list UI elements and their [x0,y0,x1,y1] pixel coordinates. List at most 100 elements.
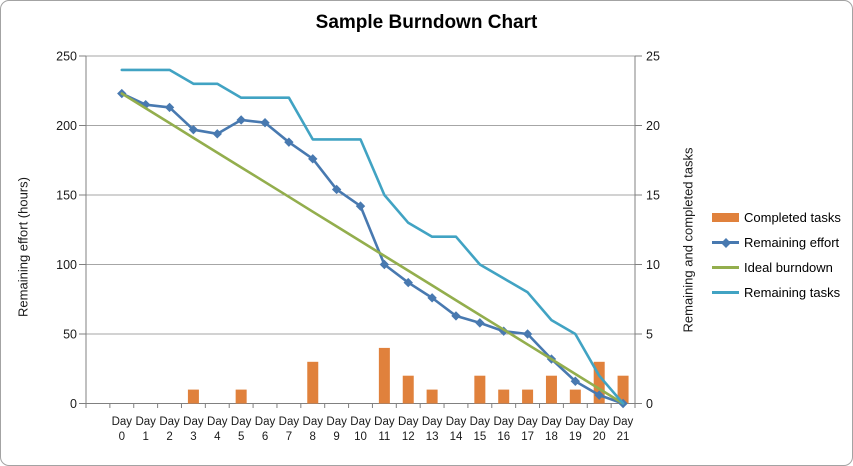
diamond-marker [379,259,390,270]
bar[interactable] [187,389,199,404]
legend-label: Remaining effort [744,235,840,250]
bar[interactable] [522,389,534,404]
diamond-marker [212,129,222,139]
x-axis-label-number: 3 [190,431,196,443]
left-axis-title: Remaining effort (hours) [15,177,31,317]
right-axis-tick-label: 5 [646,328,653,342]
left-axis-tick-label: 250 [56,50,77,64]
x-axis-label-prefix: Day [422,416,443,428]
bar[interactable] [498,389,510,404]
x-axis-label-number: 5 [238,431,244,443]
x-axis-label-prefix: Day [470,416,491,428]
x-axis-label-number: 0 [119,431,125,443]
x-axis-label-number: 6 [262,431,268,443]
x-axis-label-number: 17 [521,431,534,443]
diamond-marker [570,376,581,386]
series-line [120,68,625,405]
bar[interactable] [378,347,390,404]
diamond-marker [427,293,437,303]
diamond-marker [164,102,175,113]
x-axis-label-number: 19 [569,431,582,443]
x-axis-label-number: 16 [497,431,510,443]
legend-item-remaining-tasks[interactable]: Remaining tasks [712,280,841,305]
x-axis-label-prefix: Day [541,416,562,428]
x-axis-label-prefix: Day [446,416,467,428]
series-line [120,92,625,405]
x-axis-label-prefix: Day [231,416,252,428]
x-axis-label-number: 4 [214,431,221,443]
chart-legend: Completed tasks Remaining effort Ideal b… [712,205,841,305]
legend-label: Completed tasks [744,210,841,225]
right-axis-title: Remaining and completed tasks [680,147,696,333]
chart-title: Sample Burndown Chart [315,12,538,33]
x-axis-label-number: 12 [402,431,415,443]
line-swatch-icon [712,286,739,299]
x-axis-label-number: 18 [545,431,558,443]
diamond-marker [355,201,366,211]
left-axis-tick-label: 100 [56,258,77,272]
x-axis-label-number: 11 [378,431,390,443]
x-axis-label-prefix: Day [112,416,133,428]
bar[interactable] [545,375,557,404]
right-axis-tick-label: 10 [646,258,660,272]
x-axis-label-number: 10 [354,431,367,443]
x-axis-label-prefix: Day [303,416,324,428]
bar[interactable] [617,375,629,404]
legend-label: Ideal burndown [744,260,833,275]
x-axis-label-prefix: Day [517,416,538,428]
x-axis-label-number: 7 [286,431,292,443]
diamond-marker [475,318,485,328]
x-axis-label-prefix: Day [279,416,300,428]
bar[interactable] [402,375,414,404]
x-axis-label-prefix: Day [135,416,156,428]
x-axis-label-prefix: Day [589,416,610,428]
diamond-marker [331,184,342,195]
right-axis-tick-label: 15 [646,189,660,203]
diamond-marker [403,277,413,288]
x-axis-label-prefix: Day [207,416,228,428]
x-axis-label-prefix: Day [398,416,419,428]
diamond-marker [236,115,246,125]
x-axis-label-prefix: Day [326,416,347,428]
bar[interactable] [593,361,605,404]
diamond-marker [308,154,318,164]
series-remaining-effort[interactable] [117,88,628,409]
series-line [120,92,625,405]
right-axis-tick-label: 25 [646,50,660,64]
series-completed-tasks[interactable] [187,347,629,404]
right-axis-tick-label: 0 [646,397,653,411]
diamond-marker [594,390,604,400]
line-diamond-swatch-icon [712,236,739,249]
diamond-marker [188,124,199,135]
bar[interactable] [307,361,319,404]
x-axis-label-prefix: Day [183,416,204,428]
x-axis-label-prefix: Day [374,416,395,428]
legend-item-ideal-burndown[interactable]: Ideal burndown [712,255,841,280]
x-axis-label-number: 8 [310,431,316,443]
series-ideal-burndown[interactable] [120,92,625,405]
bar[interactable] [426,389,438,404]
bar[interactable] [569,389,581,404]
x-axis-label-number: 13 [426,431,439,443]
legend-item-remaining-effort[interactable]: Remaining effort [712,230,841,255]
bar[interactable] [235,389,247,404]
x-axis-label-prefix: Day [350,416,371,428]
x-axis-label-number: 9 [333,431,339,443]
right-axis-tick-label: 20 [646,119,660,133]
series-remaining-tasks[interactable] [120,68,625,405]
legend-label: Remaining tasks [744,285,841,300]
x-axis-label-number: 1 [142,431,148,443]
left-axis-tick-label: 50 [63,328,77,342]
left-axis-tick-label: 150 [56,189,77,203]
bar[interactable] [474,375,486,404]
diamond-marker [284,137,294,147]
bar-swatch-icon [712,211,739,224]
x-axis-label-prefix: Day [159,416,180,428]
x-axis-label-prefix: Day [493,416,514,428]
line-swatch-icon [712,261,739,274]
left-axis-tick-label: 0 [70,397,77,411]
legend-item-completed-tasks[interactable]: Completed tasks [712,205,841,230]
left-axis-tick-label: 200 [56,119,77,133]
